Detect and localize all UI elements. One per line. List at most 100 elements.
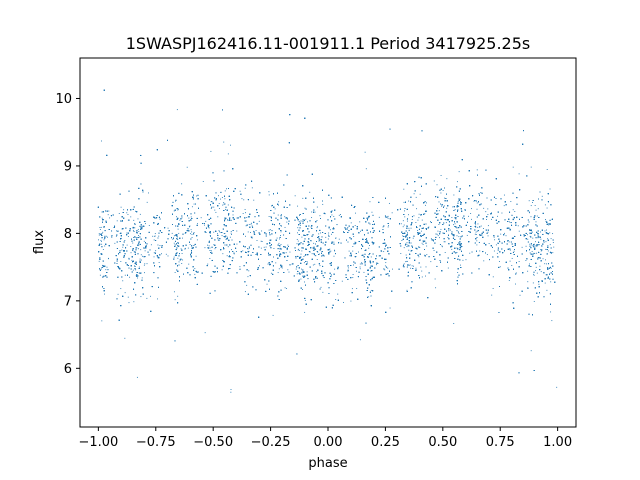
data-point xyxy=(413,193,415,195)
data-point xyxy=(205,220,207,222)
data-point xyxy=(227,204,229,206)
data-point xyxy=(417,219,419,221)
data-point xyxy=(335,299,337,300)
data-point xyxy=(482,228,484,229)
data-point xyxy=(218,208,220,209)
data-point xyxy=(430,261,432,263)
data-point xyxy=(137,218,139,220)
data-point xyxy=(410,227,412,229)
data-point xyxy=(191,233,193,235)
data-point xyxy=(132,229,134,231)
data-point xyxy=(477,226,479,228)
data-point xyxy=(236,243,238,245)
data-point xyxy=(421,276,423,278)
data-point xyxy=(458,171,460,173)
data-point xyxy=(550,281,552,283)
data-point xyxy=(204,332,206,334)
data-point xyxy=(124,292,126,294)
data-point xyxy=(209,247,211,249)
data-point xyxy=(498,261,500,262)
data-point xyxy=(207,244,209,246)
data-point xyxy=(352,277,354,279)
data-point xyxy=(529,235,531,237)
data-point xyxy=(224,217,225,219)
data-point xyxy=(536,272,538,274)
data-point xyxy=(378,255,380,257)
data-point xyxy=(406,219,408,221)
data-point xyxy=(411,219,413,220)
data-point xyxy=(456,181,458,183)
data-point xyxy=(224,198,226,200)
data-point xyxy=(248,250,250,252)
data-point xyxy=(487,231,489,233)
data-point xyxy=(476,240,478,242)
data-point xyxy=(452,206,454,208)
data-point xyxy=(407,220,408,222)
data-point xyxy=(298,250,300,251)
data-point xyxy=(277,214,279,216)
data-point xyxy=(235,251,237,252)
data-point xyxy=(404,244,406,246)
data-point xyxy=(133,219,135,221)
data-point xyxy=(509,228,511,230)
data-point xyxy=(359,263,361,265)
data-point xyxy=(138,248,140,250)
data-point xyxy=(291,263,293,265)
data-point xyxy=(364,151,366,153)
data-point xyxy=(483,207,485,209)
data-point xyxy=(456,226,458,228)
data-point xyxy=(544,230,546,232)
data-point xyxy=(261,241,263,242)
data-point xyxy=(260,240,262,242)
data-point xyxy=(297,205,299,207)
data-point xyxy=(456,252,458,253)
data-point xyxy=(189,226,190,228)
data-point xyxy=(191,252,192,254)
data-point xyxy=(350,222,352,224)
data-point xyxy=(440,175,442,176)
data-point xyxy=(175,200,176,202)
data-point xyxy=(122,280,124,282)
data-point xyxy=(314,263,316,265)
data-point xyxy=(334,250,336,252)
data-point xyxy=(190,216,192,218)
data-point xyxy=(333,241,335,243)
data-point xyxy=(527,270,529,272)
data-point xyxy=(195,255,197,257)
data-point xyxy=(405,261,407,263)
data-point xyxy=(408,230,410,232)
data-point xyxy=(187,247,189,249)
data-point xyxy=(134,227,136,229)
data-point xyxy=(444,197,446,199)
data-point xyxy=(299,272,301,274)
data-point xyxy=(222,204,224,206)
data-point xyxy=(284,216,286,218)
data-point xyxy=(458,206,460,208)
data-point xyxy=(440,192,442,194)
data-point xyxy=(152,235,154,237)
data-point xyxy=(433,250,435,252)
data-point xyxy=(177,228,179,230)
data-point xyxy=(530,205,532,207)
data-point xyxy=(366,238,367,239)
data-point xyxy=(196,239,198,241)
data-point xyxy=(208,240,210,242)
data-point xyxy=(136,376,138,378)
data-point xyxy=(535,266,537,268)
data-point xyxy=(300,224,301,226)
data-point xyxy=(144,247,146,249)
data-point xyxy=(518,173,520,175)
data-point xyxy=(551,320,553,322)
data-point xyxy=(424,254,426,256)
data-point xyxy=(182,237,183,239)
data-point xyxy=(140,249,142,251)
data-point xyxy=(266,283,268,285)
data-point xyxy=(504,232,506,234)
data-point xyxy=(449,229,451,231)
data-point xyxy=(405,237,407,238)
data-point xyxy=(519,294,521,296)
data-point xyxy=(103,237,105,239)
data-point xyxy=(236,230,238,232)
data-point xyxy=(408,249,410,251)
